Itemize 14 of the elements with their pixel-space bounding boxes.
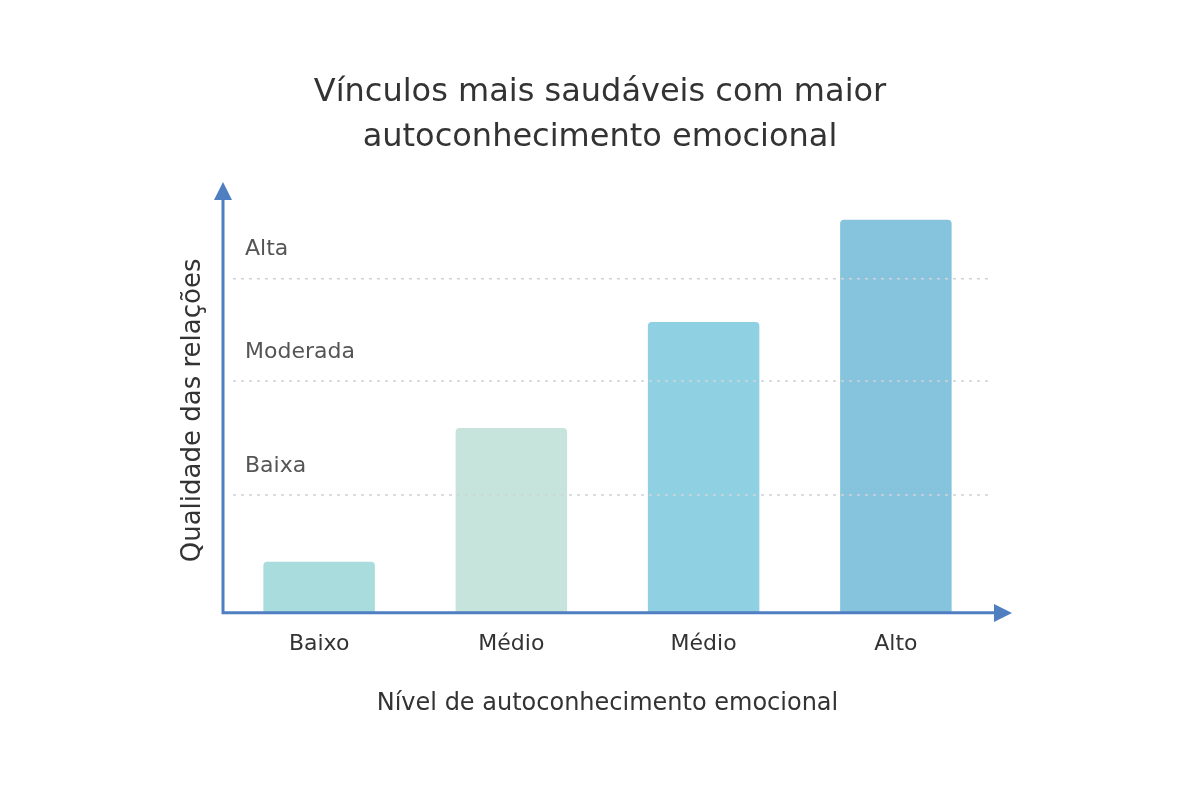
x-tick-label: Médio bbox=[670, 629, 737, 655]
ref-line-label: Alta bbox=[245, 235, 289, 261]
bar bbox=[647, 321, 760, 613]
x-tick-label: Baixo bbox=[288, 629, 350, 655]
chart-title: Vínculos mais saudáveis com maior autoconhecimento emocional bbox=[312, 70, 888, 156]
y-axis-title: Qualidade das relações bbox=[175, 258, 206, 563]
bar bbox=[840, 219, 952, 613]
x-axis-title: Nível de autoconhecimento emocional bbox=[376, 687, 839, 716]
bar bbox=[263, 561, 375, 613]
x-tick-label: Médio bbox=[478, 629, 545, 655]
ref-line-label: Baixa bbox=[245, 451, 307, 477]
ref-line-label: Moderada bbox=[245, 337, 355, 363]
bar bbox=[455, 428, 568, 613]
x-tick-label: Alto bbox=[874, 629, 918, 655]
